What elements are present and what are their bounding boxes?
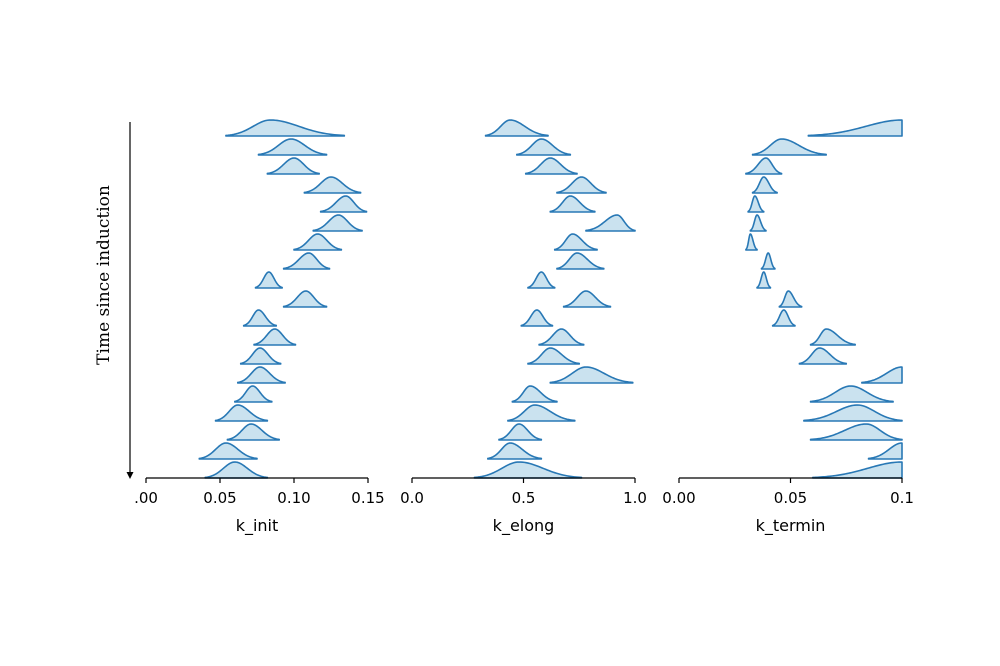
panel-k_elong: 0.0 0.5 1.0 k_elong xyxy=(400,119,647,536)
x-tick-label-k_init-3: 0.15 xyxy=(351,489,384,507)
ridge-k_termin-12 xyxy=(809,328,856,346)
ridge-k_termin-7 xyxy=(745,233,758,251)
ridge-k_elong-6 xyxy=(585,214,636,232)
ridge-k_init-1 xyxy=(225,119,346,137)
x-tick-label-k_termin-2: 0.1 xyxy=(890,489,914,507)
ridge-k_elong-12 xyxy=(538,328,585,346)
ridge-k_init-3 xyxy=(266,157,320,175)
ridge-k_termin-17 xyxy=(809,423,903,441)
ridge-k_termin-13 xyxy=(798,347,848,365)
ridge-k_termin-15 xyxy=(809,385,894,403)
ridge-k_elong-19 xyxy=(473,461,583,479)
ridge-k_elong-3 xyxy=(524,157,578,175)
ridge-k_elong-7 xyxy=(553,233,598,251)
ridge-k_init-9 xyxy=(254,271,283,289)
time-axis-arrow xyxy=(126,472,134,479)
panel-k_init: .00 0.05 0.10 0.15 k_init xyxy=(134,119,385,536)
ridge-k_termin-5 xyxy=(747,195,765,213)
ridge-k_elong-2 xyxy=(516,138,572,156)
x-tick-label-k_init-1: 0.05 xyxy=(203,489,236,507)
ridge-k_termin-8 xyxy=(760,252,776,270)
ridge-k_elong-1 xyxy=(484,119,549,137)
ridge-k_termin-6 xyxy=(749,214,767,232)
ridge-k_elong-9 xyxy=(527,271,556,289)
ridge-k_termin-2 xyxy=(751,138,827,156)
ridge-k_termin-11 xyxy=(771,309,796,327)
ridge-k_init-4 xyxy=(303,176,362,194)
ridge-k_termin-16 xyxy=(803,404,903,422)
ridge-k_elong-11 xyxy=(520,309,554,327)
ridge-k_init-18 xyxy=(198,442,258,460)
ridge-k_elong-13 xyxy=(527,347,581,365)
ridge-k_elong-4 xyxy=(556,176,607,194)
y-axis-label: Time since induction xyxy=(94,185,114,365)
ridge-k_init-5 xyxy=(319,195,368,213)
ridge-k_termin-3 xyxy=(745,157,783,175)
ridge-k_init-10 xyxy=(282,290,328,308)
ridge-k_init-15 xyxy=(234,385,273,403)
x-axis-label-k_elong: k_elong xyxy=(493,516,555,536)
x-tick-label-k_elong-2: 1.0 xyxy=(623,489,647,507)
ridge-k_init-12 xyxy=(253,328,297,346)
ridge-k_termin-9 xyxy=(756,271,772,289)
ridge-k_init-16 xyxy=(214,404,269,422)
ridge-k_elong-10 xyxy=(562,290,612,308)
ridge-k_elong-15 xyxy=(511,385,558,403)
ridge-k_termin-4 xyxy=(751,176,778,194)
ridge-k_init-8 xyxy=(282,252,331,270)
ridge-k_elong-14 xyxy=(549,366,634,384)
ridge-k_termin-10 xyxy=(778,290,803,308)
ridge-k_init-6 xyxy=(312,214,363,232)
ridge-k_init-11 xyxy=(242,309,278,327)
ridge-k_init-17 xyxy=(226,423,280,441)
ridge-k_elong-8 xyxy=(556,252,605,270)
ridge-k_termin-18 xyxy=(867,442,903,460)
ridge-k_elong-17 xyxy=(498,423,543,441)
ridge-k_init-14 xyxy=(236,366,286,384)
ridge-k_elong-16 xyxy=(507,404,576,422)
x-tick-label-k_elong-1: 0.5 xyxy=(512,489,536,507)
x-axis-label-k_init: k_init xyxy=(236,516,279,536)
time-axis: Time since induction xyxy=(94,122,134,479)
ridge-k_init-7 xyxy=(293,233,343,251)
ridge-k_termin-1 xyxy=(807,119,903,137)
ridge-k_init-19 xyxy=(204,461,269,479)
ridge-k_elong-5 xyxy=(549,195,596,213)
ridge-k_termin-14 xyxy=(861,366,903,384)
ridge-k_init-2 xyxy=(257,138,328,156)
x-tick-label-k_init-0: .00 xyxy=(134,489,158,507)
panel-k_termin: 0.00 0.05 0.1 k_termin xyxy=(662,119,914,536)
ridge-k_init-13 xyxy=(239,347,282,365)
ridge-k_elong-18 xyxy=(487,442,543,460)
x-tick-label-k_termin-0: 0.00 xyxy=(662,489,695,507)
x-tick-label-k_termin-1: 0.05 xyxy=(774,489,807,507)
ridge-k_termin-19 xyxy=(812,461,903,479)
x-tick-label-k_init-2: 0.10 xyxy=(277,489,310,507)
x-axis-label-k_termin: k_termin xyxy=(756,516,826,536)
x-tick-label-k_elong-0: 0.0 xyxy=(400,489,424,507)
